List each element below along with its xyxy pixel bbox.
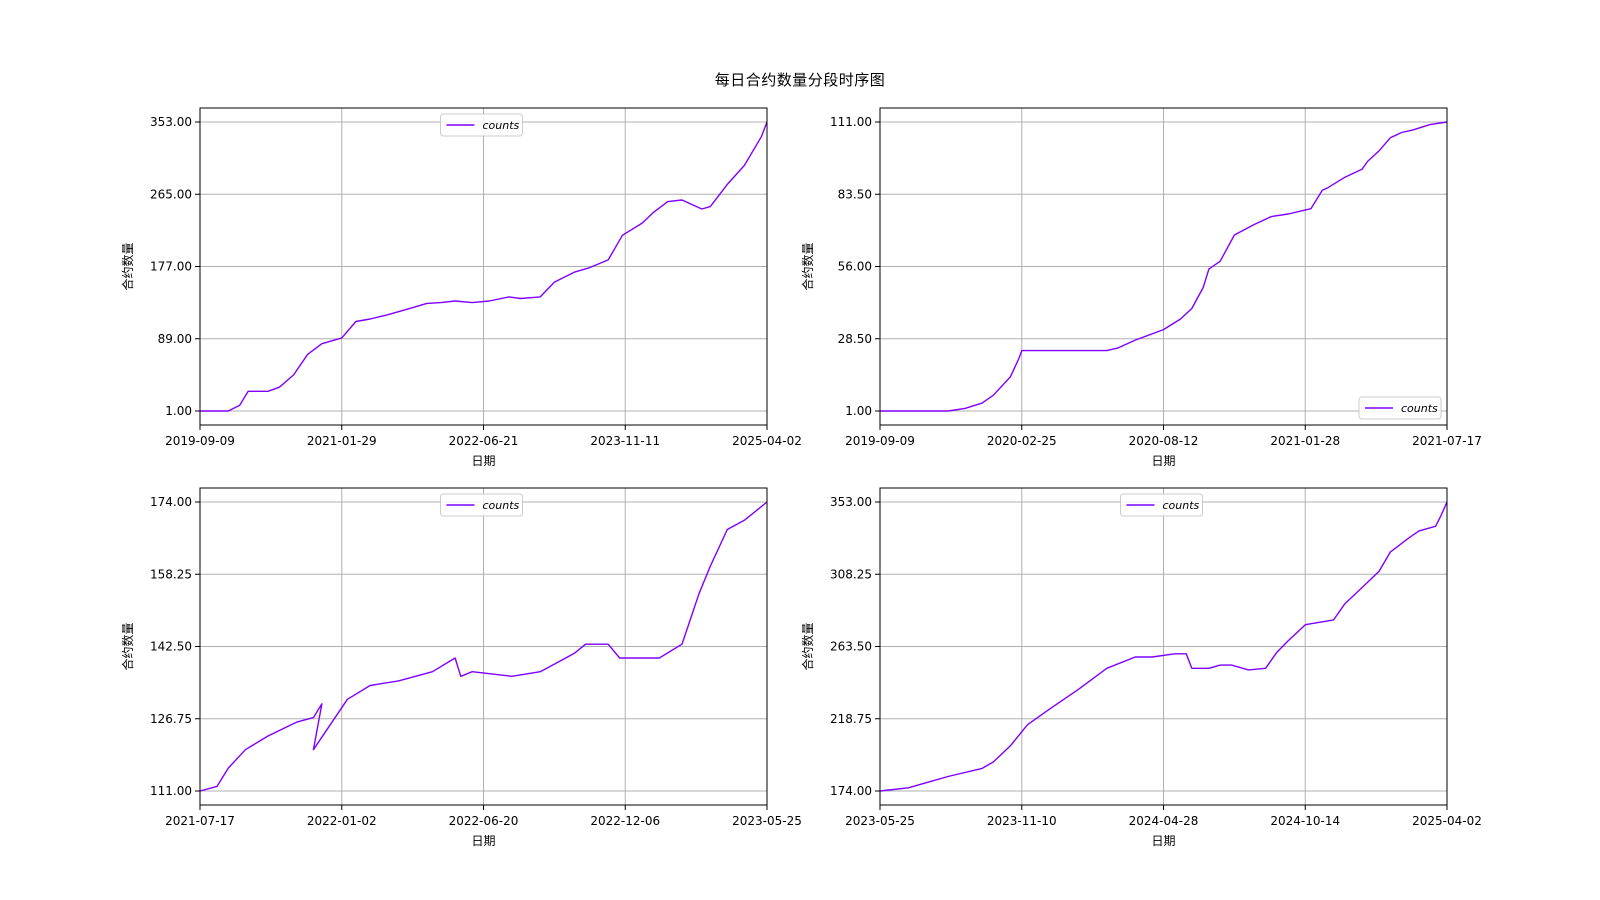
- y-tick-label: 265.00: [150, 187, 192, 201]
- y-tick-label: 174.00: [830, 784, 872, 798]
- y-axis-label: 合约数量: [800, 622, 815, 670]
- legend: counts: [440, 113, 523, 137]
- series-line-counts: [199, 501, 768, 792]
- series-line-counts: [879, 501, 1448, 792]
- x-tick-label: 2019-09-09: [845, 434, 915, 448]
- x-tick-label: 2022-12-06: [590, 814, 660, 828]
- charts-container: 2019-09-09 2021-01-29 2022-06-21 2023-11-11…: [120, 107, 1482, 848]
- y-tick-label: 353.00: [830, 495, 872, 509]
- y-tick-label: 83.50: [838, 187, 872, 201]
- x-tick-label: 2023-11-11: [590, 434, 660, 448]
- series-line-counts: [200, 121, 768, 412]
- x-tick-label: 2024-10-14: [1270, 814, 1340, 828]
- y-tick-label: 218.75: [830, 712, 872, 726]
- chart-4: 2023-05-25 2023-11-10 2024-04-28 2024-10-14…: [800, 487, 1482, 848]
- x-axis-label: 日期: [471, 834, 495, 848]
- x-tick-label: 2023-11-10: [987, 814, 1057, 828]
- y-tick-label: 308.25: [830, 567, 872, 581]
- plot-frame: [879, 107, 1448, 426]
- chart-1: 2019-09-09 2021-01-29 2022-06-21 2023-11-11…: [120, 107, 802, 468]
- x-axis-label: 日期: [1151, 454, 1175, 468]
- y-axis-label: 合约数量: [120, 622, 135, 670]
- y-tick-label: 89.00: [158, 332, 192, 346]
- y-tick-label: 126.75: [150, 712, 192, 726]
- legend-label: counts: [1163, 499, 1200, 512]
- x-tick-label: 2025-04-02: [732, 434, 802, 448]
- x-tick-label: 2022-01-02: [307, 814, 377, 828]
- plot-frame: [199, 107, 768, 426]
- x-tick-label: 2019-09-09: [165, 434, 235, 448]
- legend: counts: [1120, 493, 1203, 517]
- y-tick-label: 1.00: [845, 404, 872, 418]
- x-tick-label: 2022-06-20: [449, 814, 519, 828]
- x-tick-label: 2021-07-17: [1412, 434, 1482, 448]
- y-tick-label: 177.00: [150, 260, 192, 274]
- y-tick-label: 142.50: [150, 640, 192, 654]
- x-axis-label: 日期: [1151, 834, 1175, 848]
- x-tick-label: 2021-07-17: [165, 814, 235, 828]
- y-tick-label: 158.25: [150, 567, 192, 581]
- legend-box: [1120, 493, 1203, 517]
- y-tick-label: 111.00: [150, 784, 192, 798]
- x-tick-label: 2020-08-12: [1129, 434, 1199, 448]
- y-axis-label: 合约数量: [800, 242, 815, 290]
- legend-label: counts: [483, 119, 520, 132]
- legend-label: counts: [483, 499, 520, 512]
- legend-label: counts: [1401, 402, 1438, 415]
- x-tick-label: 2024-04-28: [1129, 814, 1199, 828]
- x-tick-label: 2021-01-28: [1270, 434, 1340, 448]
- legend-box: [440, 113, 523, 137]
- x-tick-label: 2020-02-25: [987, 434, 1057, 448]
- legend: counts: [1358, 396, 1442, 420]
- x-tick-label: 2023-05-25: [845, 814, 915, 828]
- x-tick-label: 2025-04-02: [1412, 814, 1482, 828]
- x-axis-label: 日期: [471, 454, 495, 468]
- legend-box: [1358, 396, 1442, 420]
- x-tick-label: 2021-01-29: [307, 434, 377, 448]
- chart-3: 2021-07-17 2022-01-02 2022-06-20 2022-12-06…: [120, 487, 802, 848]
- figure-title: 每日合约数量分段时序图: [715, 71, 886, 89]
- y-tick-label: 353.00: [150, 115, 192, 129]
- x-tick-label: 2022-06-21: [449, 434, 519, 448]
- y-tick-label: 1.00: [165, 404, 192, 418]
- y-tick-label: 111.00: [830, 115, 872, 129]
- y-axis-label: 合约数量: [120, 242, 135, 290]
- plot-frame: [879, 487, 1448, 806]
- chart-2: 2019-09-09 2020-02-25 2020-08-12 2021-01-28…: [800, 107, 1482, 468]
- plot-frame: [199, 487, 768, 806]
- legend-box: [440, 493, 523, 517]
- y-tick-label: 56.00: [838, 260, 872, 274]
- series-line-counts: [880, 121, 1448, 412]
- y-tick-label: 174.00: [150, 495, 192, 509]
- y-tick-label: 28.50: [838, 332, 872, 346]
- legend: counts: [440, 493, 523, 517]
- y-tick-label: 263.50: [830, 640, 872, 654]
- x-tick-label: 2023-05-25: [732, 814, 802, 828]
